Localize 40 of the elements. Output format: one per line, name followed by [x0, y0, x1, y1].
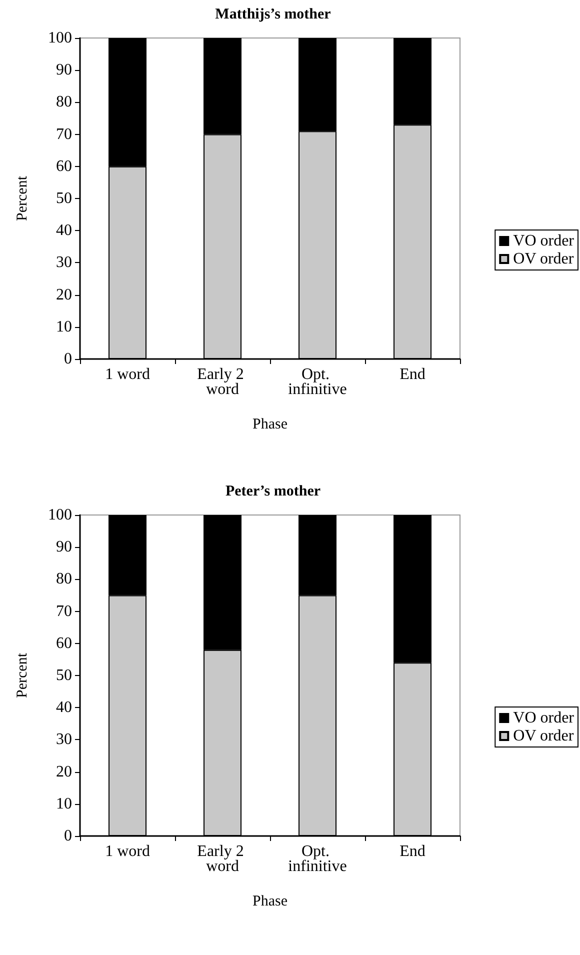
y-tick-label: 80	[56, 570, 72, 588]
y-tick-label: 60	[56, 158, 72, 175]
legend-label: OV order	[513, 728, 574, 744]
chart-title: Matthijs’s mother	[215, 6, 332, 22]
y-tick-label: 100	[48, 506, 72, 524]
y-tick-label: 30	[56, 254, 72, 272]
x-tick-label: End	[400, 843, 426, 860]
x-tick-label: Opt. infinitive	[288, 843, 347, 875]
y-axis-title: Percent	[14, 175, 30, 221]
y-tick-label: 50	[56, 667, 72, 684]
y-axis-title: Percent	[14, 652, 30, 698]
legend-label: VO order	[513, 710, 575, 726]
y-tick-label: 40	[56, 222, 72, 240]
y-tick-label: 50	[56, 190, 72, 207]
y-tick-label: 20	[56, 763, 72, 780]
x-axis-title: Phase	[252, 416, 288, 432]
y-tick-label: 20	[56, 286, 72, 304]
y-tick-label: 10	[56, 318, 72, 336]
x-tick-label: Early 2 word	[197, 843, 248, 875]
y-tick-label: 100	[48, 30, 72, 46]
x-axis-title: Phase	[252, 894, 288, 910]
y-tick-label: 30	[56, 731, 72, 748]
legend-label: OV order	[513, 250, 574, 268]
y-tick-label: 90	[56, 62, 72, 79]
y-tick-label: 70	[56, 126, 72, 143]
legend-label: VO order	[513, 232, 575, 250]
y-tick-label: 0	[64, 350, 72, 368]
y-tick-label: 10	[56, 795, 72, 812]
y-tick-label: 60	[56, 634, 72, 652]
x-tick-label: 1 word	[105, 843, 150, 860]
y-tick-label: 80	[56, 94, 72, 111]
y-tick-label: 0	[64, 828, 72, 844]
chart-title: Peter’s mother	[225, 484, 321, 500]
y-tick-label: 90	[56, 538, 72, 556]
x-tick-label: Early 2 word	[197, 366, 248, 398]
x-tick-label: End	[400, 366, 426, 383]
y-tick-label: 40	[56, 699, 72, 716]
y-tick-label: 70	[56, 602, 72, 620]
x-tick-label: 1 word	[105, 366, 150, 383]
x-tick-label: Opt. infinitive	[288, 366, 347, 398]
